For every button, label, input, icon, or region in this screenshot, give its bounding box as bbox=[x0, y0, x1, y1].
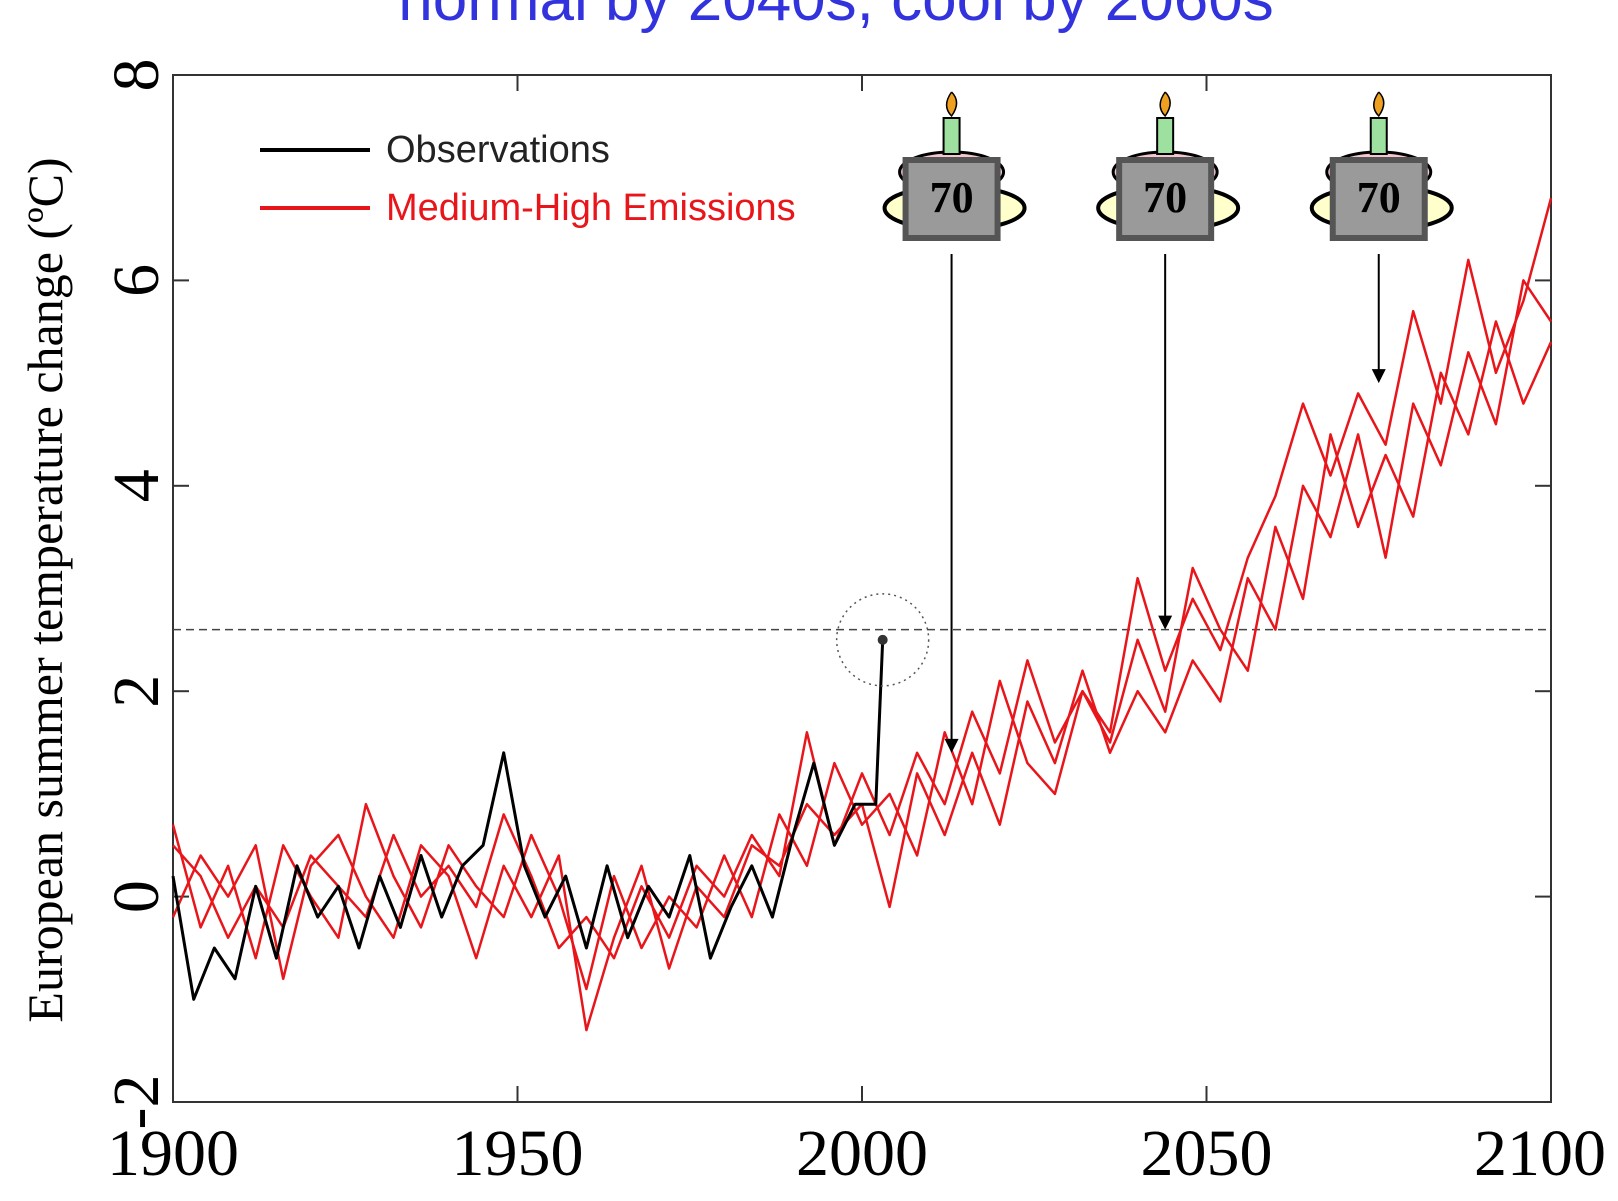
cake-annotation: 70 bbox=[1096, 91, 1241, 241]
chart-title: normal by 2040s, cool by 2060s bbox=[398, 0, 1273, 34]
y-tick-label: 0 bbox=[100, 880, 173, 913]
x-tick-label: 2050 bbox=[1141, 1117, 1273, 1190]
flame bbox=[945, 91, 958, 118]
arrow-head bbox=[1371, 369, 1386, 384]
cake-badge bbox=[902, 157, 1001, 241]
candle bbox=[1369, 117, 1388, 155]
model-line bbox=[171, 279, 1553, 1032]
y-tick-label: 4 bbox=[100, 469, 173, 502]
arrow-head bbox=[944, 738, 959, 753]
highlight-circle bbox=[835, 593, 930, 687]
legend-label: Medium-High Emissions bbox=[386, 187, 796, 229]
highlight-point bbox=[877, 634, 888, 645]
y-tick-label: 2 bbox=[100, 675, 173, 708]
cake-label: 70 bbox=[930, 173, 974, 222]
x-tick-label: 2000 bbox=[796, 1117, 928, 1190]
cake-annotation: 70 bbox=[882, 91, 1027, 241]
flame bbox=[1373, 91, 1385, 118]
x-tick-label: 2100 bbox=[1474, 1117, 1606, 1190]
flame bbox=[1159, 91, 1171, 118]
cake-label: 70 bbox=[1357, 173, 1401, 222]
candle bbox=[942, 117, 961, 155]
observation-line bbox=[171, 639, 885, 1001]
y-tick-label: 6 bbox=[100, 264, 173, 297]
candle bbox=[1156, 117, 1175, 155]
y-axis-label: European summer temperature change (ºC) bbox=[17, 157, 73, 1022]
cake-badge bbox=[1329, 157, 1428, 241]
model-line bbox=[172, 197, 1553, 960]
x-tick-label: 1900 bbox=[107, 1117, 239, 1190]
x-tick-label: 1950 bbox=[452, 1117, 584, 1190]
y-tick-label: -2 bbox=[100, 1075, 173, 1130]
cake-annotation: 70 bbox=[1309, 91, 1454, 241]
model-line bbox=[171, 320, 1553, 991]
arrow-head bbox=[1158, 615, 1173, 630]
legend-label: Observations bbox=[386, 129, 610, 171]
cake-label: 70 bbox=[1143, 173, 1187, 222]
cake-badge bbox=[1116, 157, 1215, 241]
y-tick-label: 8 bbox=[100, 59, 173, 92]
